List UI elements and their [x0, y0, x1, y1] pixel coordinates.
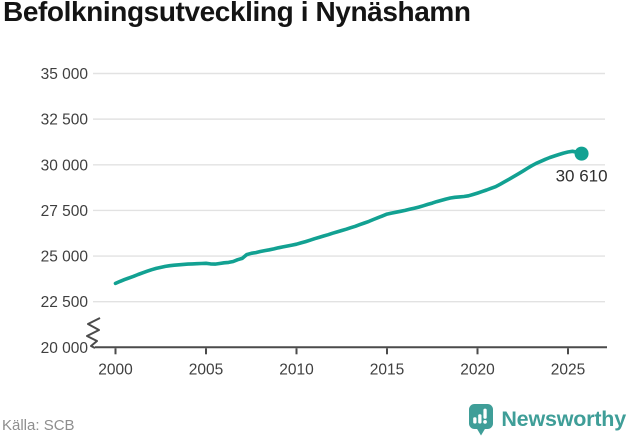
latest-value-label: 30 610 — [556, 167, 608, 186]
x-axis-tick-label: 2005 — [189, 361, 223, 378]
y-axis-tick-label: 27 500 — [41, 203, 89, 220]
x-axis-tick-label: 2020 — [460, 361, 495, 378]
y-axis-tick-label: 32 500 — [41, 112, 89, 129]
speech-bubble-bar-chart-icon — [469, 404, 494, 436]
x-axis-tick-label: 2010 — [279, 361, 314, 378]
y-axis-tick-label: 25 000 — [41, 249, 89, 266]
newsworthy-wordmark: Newsworthy — [501, 407, 626, 431]
x-axis-tick-label: 2015 — [370, 361, 404, 378]
y-axis-tick-label: 30 000 — [41, 157, 89, 174]
y-axis-tick-label: 35 000 — [41, 66, 89, 83]
x-axis-tick-label: 2025 — [551, 361, 585, 378]
chart-title: Befolkningsutveckling i Nynäshamn — [3, 0, 471, 27]
y-axis-tick-label: 20 000 — [41, 340, 89, 357]
y-axis-tick-label: 22 500 — [41, 294, 89, 311]
x-axis-tick-label: 2000 — [98, 361, 133, 378]
newsworthy-logo[interactable]: Newsworthy — [468, 403, 626, 436]
population-series-line — [113, 149, 584, 286]
latest-value-dot — [574, 146, 589, 161]
source-label: Källa: SCB — [2, 417, 75, 434]
y-axis-break-zigzag-icon — [86, 317, 101, 349]
